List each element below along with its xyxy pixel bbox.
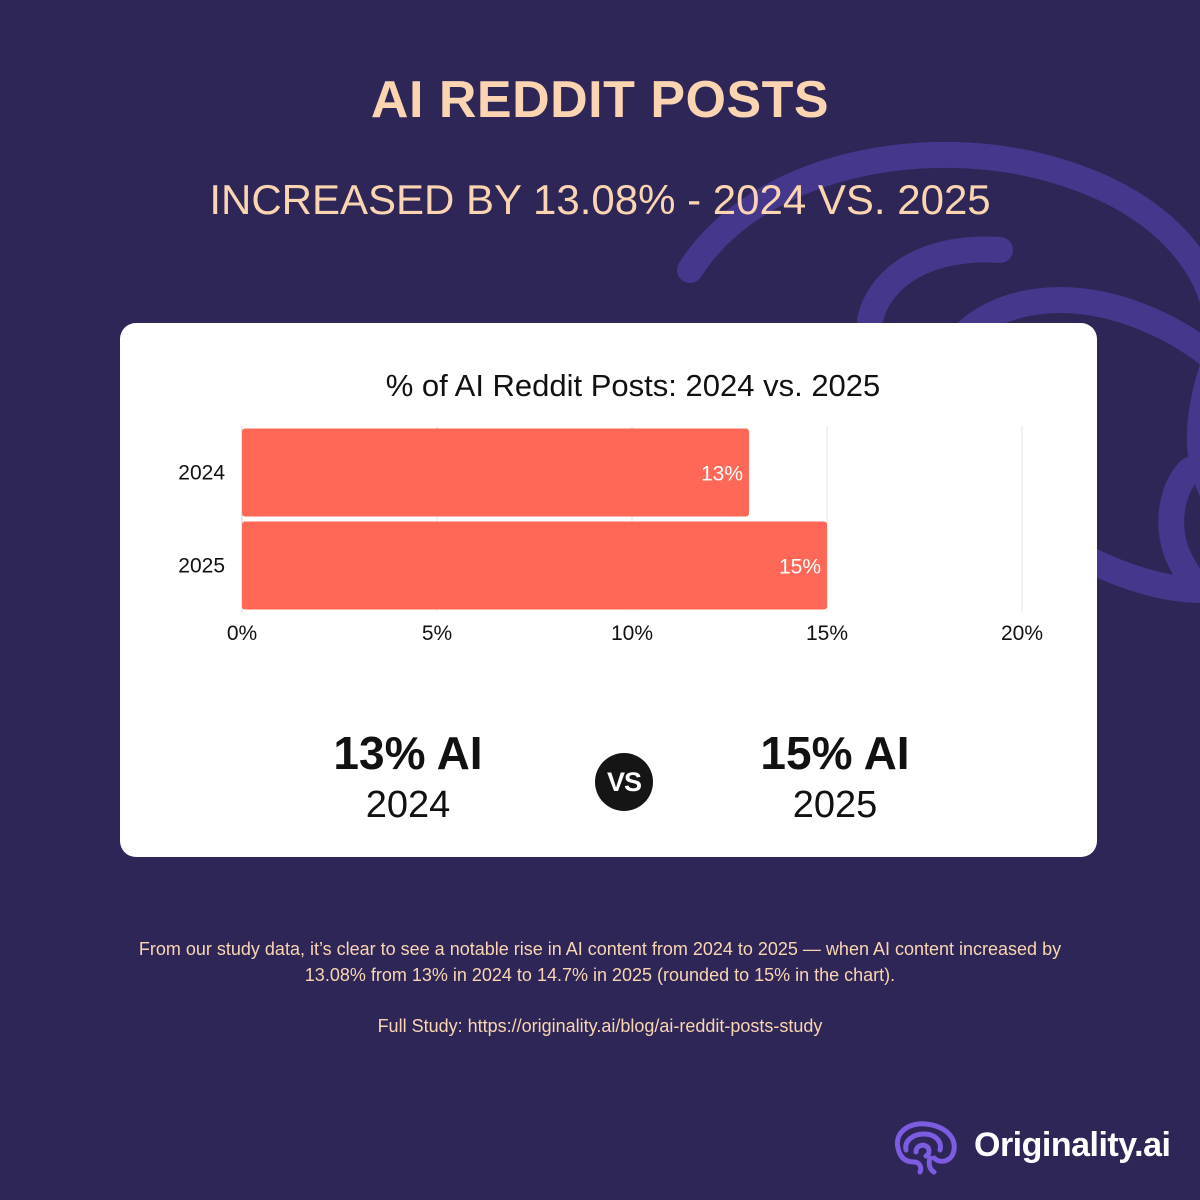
stat-2025-value: 15% AI (760, 727, 910, 779)
bar (242, 521, 827, 610)
chart-card: % of AI Reddit Posts: 2024 vs. 2025 0% 5%… (120, 323, 1097, 857)
bar-data-label: 13% (701, 463, 743, 486)
bar-data-label: 15% (779, 556, 821, 579)
stat-2025: 15% AI 2025 (685, 726, 985, 827)
stat-2024: 13% AI 2024 (258, 726, 558, 827)
x-tick-label: 10% (611, 622, 653, 645)
stat-2025-year: 2025 (792, 784, 878, 826)
brand-name: Originality.ai (974, 1126, 1171, 1164)
chart-title: % of AI Reddit Posts: 2024 vs. 2025 (386, 368, 881, 403)
study-link[interactable]: Full Study: https://originality.ai/blog/… (377, 1016, 823, 1036)
bar (242, 428, 749, 517)
x-tick-label: 0% (227, 622, 257, 645)
bar-chart: % of AI Reddit Posts: 2024 vs. 2025 0% 5%… (178, 368, 1043, 645)
x-tick-label: 5% (422, 622, 452, 645)
subheadline: INCREASED BY 13.08% - 2024 VS. 2025 (209, 176, 991, 223)
stat-2024-value: 13% AI (333, 727, 483, 779)
x-tick-label: 20% (1001, 622, 1043, 645)
stat-2024-year: 2024 (365, 784, 451, 826)
y-category-label: 2024 (178, 462, 225, 485)
brain-icon (894, 1121, 957, 1175)
brand-lockup: Originality.ai (890, 1118, 1180, 1178)
y-category-label: 2025 (178, 555, 225, 578)
study-summary: From our study data, it’s clear to see a… (138, 939, 1062, 985)
vs-badge: VS (595, 753, 653, 811)
x-tick-label: 15% (806, 622, 848, 645)
headline: AI REDDIT POSTS (370, 71, 830, 129)
